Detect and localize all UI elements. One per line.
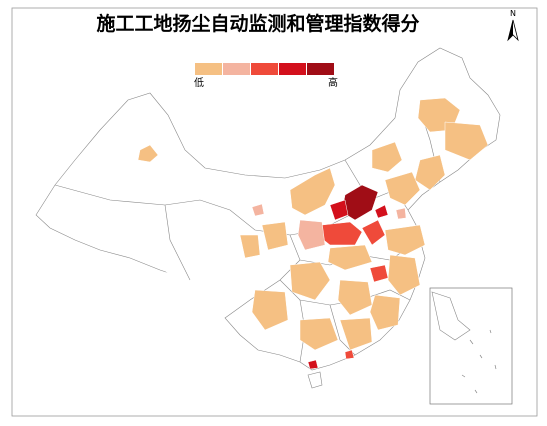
legend-swatch xyxy=(223,63,250,75)
regions xyxy=(137,97,489,370)
legend-swatch xyxy=(307,63,334,75)
legend-swatch xyxy=(251,63,278,75)
legend-swatch xyxy=(195,63,222,75)
north-label: N xyxy=(510,9,516,18)
legend-swatch xyxy=(279,63,306,75)
legend-low: 低 xyxy=(194,76,204,89)
map-frame xyxy=(11,7,538,417)
north-arrow: N xyxy=(507,9,519,42)
inset-map xyxy=(429,287,513,405)
legend: 低 高 xyxy=(194,63,338,89)
legend-high: 高 xyxy=(328,76,338,89)
map-title: 施工工地扬尘自动监测和管理指数得分 xyxy=(96,12,419,35)
